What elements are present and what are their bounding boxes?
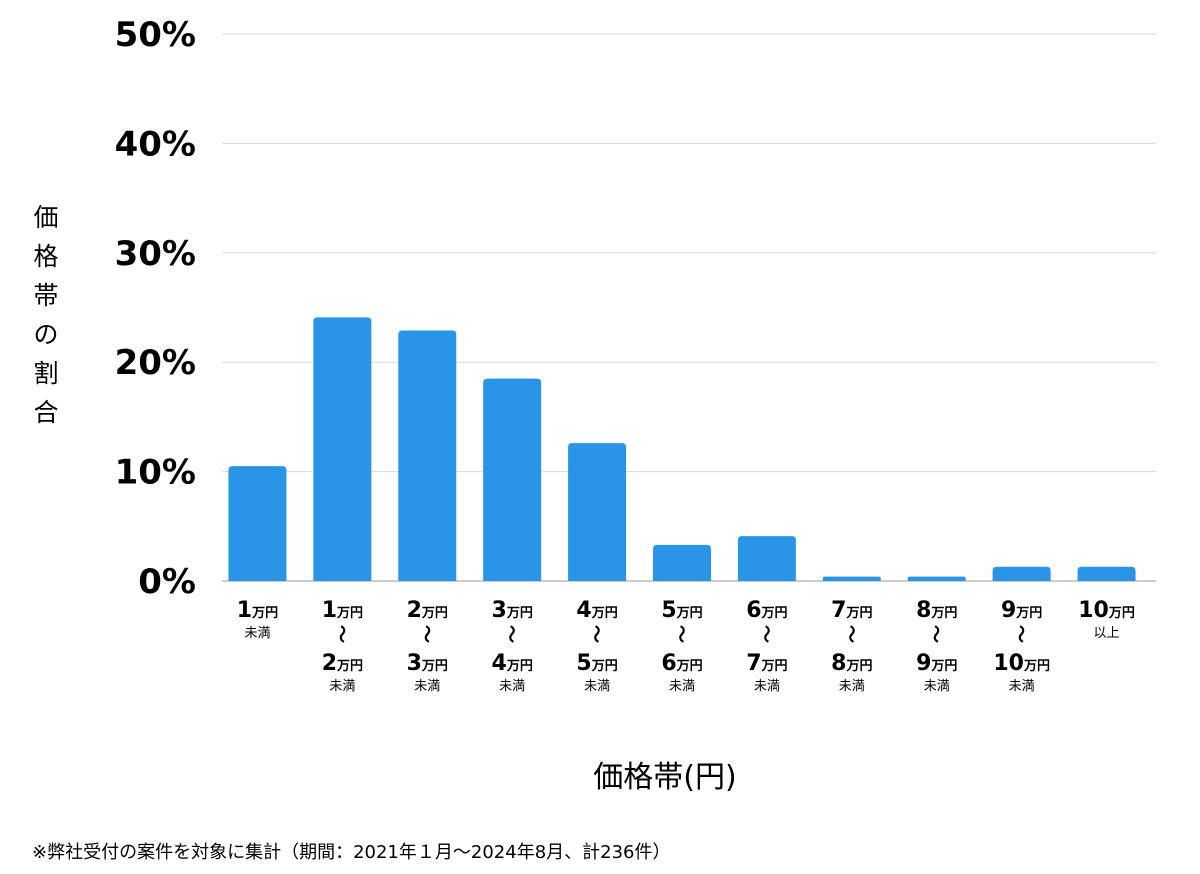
x-tick-label: 5万円 (661, 598, 702, 623)
x-tick-sublabel: 未満 (669, 679, 695, 694)
x-tick-range-mark: 〜 (755, 625, 776, 643)
y-tick-label: 40% (115, 124, 196, 164)
bar (1077, 566, 1136, 581)
footnote: ※弊社受付の案件を対象に集計（期間：2021年１月〜2024年8月、計236件） (32, 842, 671, 863)
y-tick-label: 30% (115, 234, 196, 274)
x-tick-sublabel: 未満 (1009, 679, 1035, 694)
x-tick-label: 6万円 (661, 651, 702, 676)
x-tick-range-mark: 〜 (415, 625, 436, 643)
x-tick-range-mark: 〜 (840, 625, 861, 643)
x-tick-label: 1万円 (322, 598, 363, 623)
bar (822, 576, 881, 581)
x-tick-label: 5万円 (576, 651, 617, 676)
y-axis-label-char: の (33, 320, 59, 349)
bar (398, 330, 457, 581)
x-tick-range-mark: 〜 (585, 625, 606, 643)
x-tick-range-mark: 〜 (500, 625, 521, 643)
bar (737, 536, 796, 581)
x-tick-label: 3万円 (407, 651, 448, 676)
bar (313, 317, 372, 581)
x-tick-label: 9万円 (1001, 598, 1042, 623)
y-tick-label: 50% (115, 15, 196, 55)
x-tick-label: 10万円 (993, 651, 1050, 676)
x-tick-label: 8万円 (916, 598, 957, 623)
x-tick-label: 8万円 (831, 651, 872, 676)
y-tick-label: 20% (115, 343, 196, 383)
x-tick-label: 2万円 (322, 651, 363, 676)
x-tick-sublabel: 未満 (754, 679, 780, 694)
x-tick-range-mark: 〜 (1010, 625, 1031, 643)
x-tick-label: 9万円 (916, 651, 957, 676)
bar (568, 443, 627, 581)
bar (228, 466, 287, 581)
y-axis-label-char: 価 (33, 203, 59, 232)
x-tick-range-mark: 〜 (925, 625, 946, 643)
x-tick-sublabel: 未満 (584, 679, 610, 694)
x-tick-sublabel: 未満 (499, 679, 525, 694)
y-axis-label-char: 帯 (33, 281, 59, 310)
x-tick-label: 1万円 (237, 598, 278, 623)
y-axis-label-char: 割 (33, 359, 59, 388)
y-axis-label: 価格帯の割合 (30, 198, 62, 432)
x-tick-label: 6万円 (746, 598, 787, 623)
x-tick-sublabel: 未満 (924, 679, 950, 694)
x-tick-sublabel: 未満 (839, 679, 865, 694)
x-tick-sublabel: 未満 (329, 679, 355, 694)
x-tick-range-mark: 〜 (670, 625, 691, 643)
x-tick-sublabel: 未満 (244, 626, 270, 641)
bar (483, 378, 542, 581)
x-tick-label: 2万円 (407, 598, 448, 623)
x-tick-label: 4万円 (576, 598, 617, 623)
y-tick-label: 0% (138, 562, 196, 602)
bar (907, 576, 966, 581)
x-tick-label: 4万円 (492, 651, 533, 676)
x-tick-sublabel: 以上 (1094, 626, 1120, 641)
x-tick-label: 10万円 (1078, 598, 1135, 623)
y-axis-label-char: 合 (33, 398, 59, 427)
x-tick-label: 3万円 (492, 598, 533, 623)
x-tick-sublabel: 未満 (414, 679, 440, 694)
y-tick-label: 10% (115, 453, 196, 493)
x-tick-label: 7万円 (831, 598, 872, 623)
y-axis-label-char: 格 (33, 242, 59, 271)
bar (653, 544, 711, 581)
x-tick-label: 7万円 (746, 651, 787, 676)
bar (992, 566, 1051, 581)
x-tick-range-mark: 〜 (330, 625, 351, 643)
x-axis-label: 価格帯(円) (593, 760, 737, 795)
